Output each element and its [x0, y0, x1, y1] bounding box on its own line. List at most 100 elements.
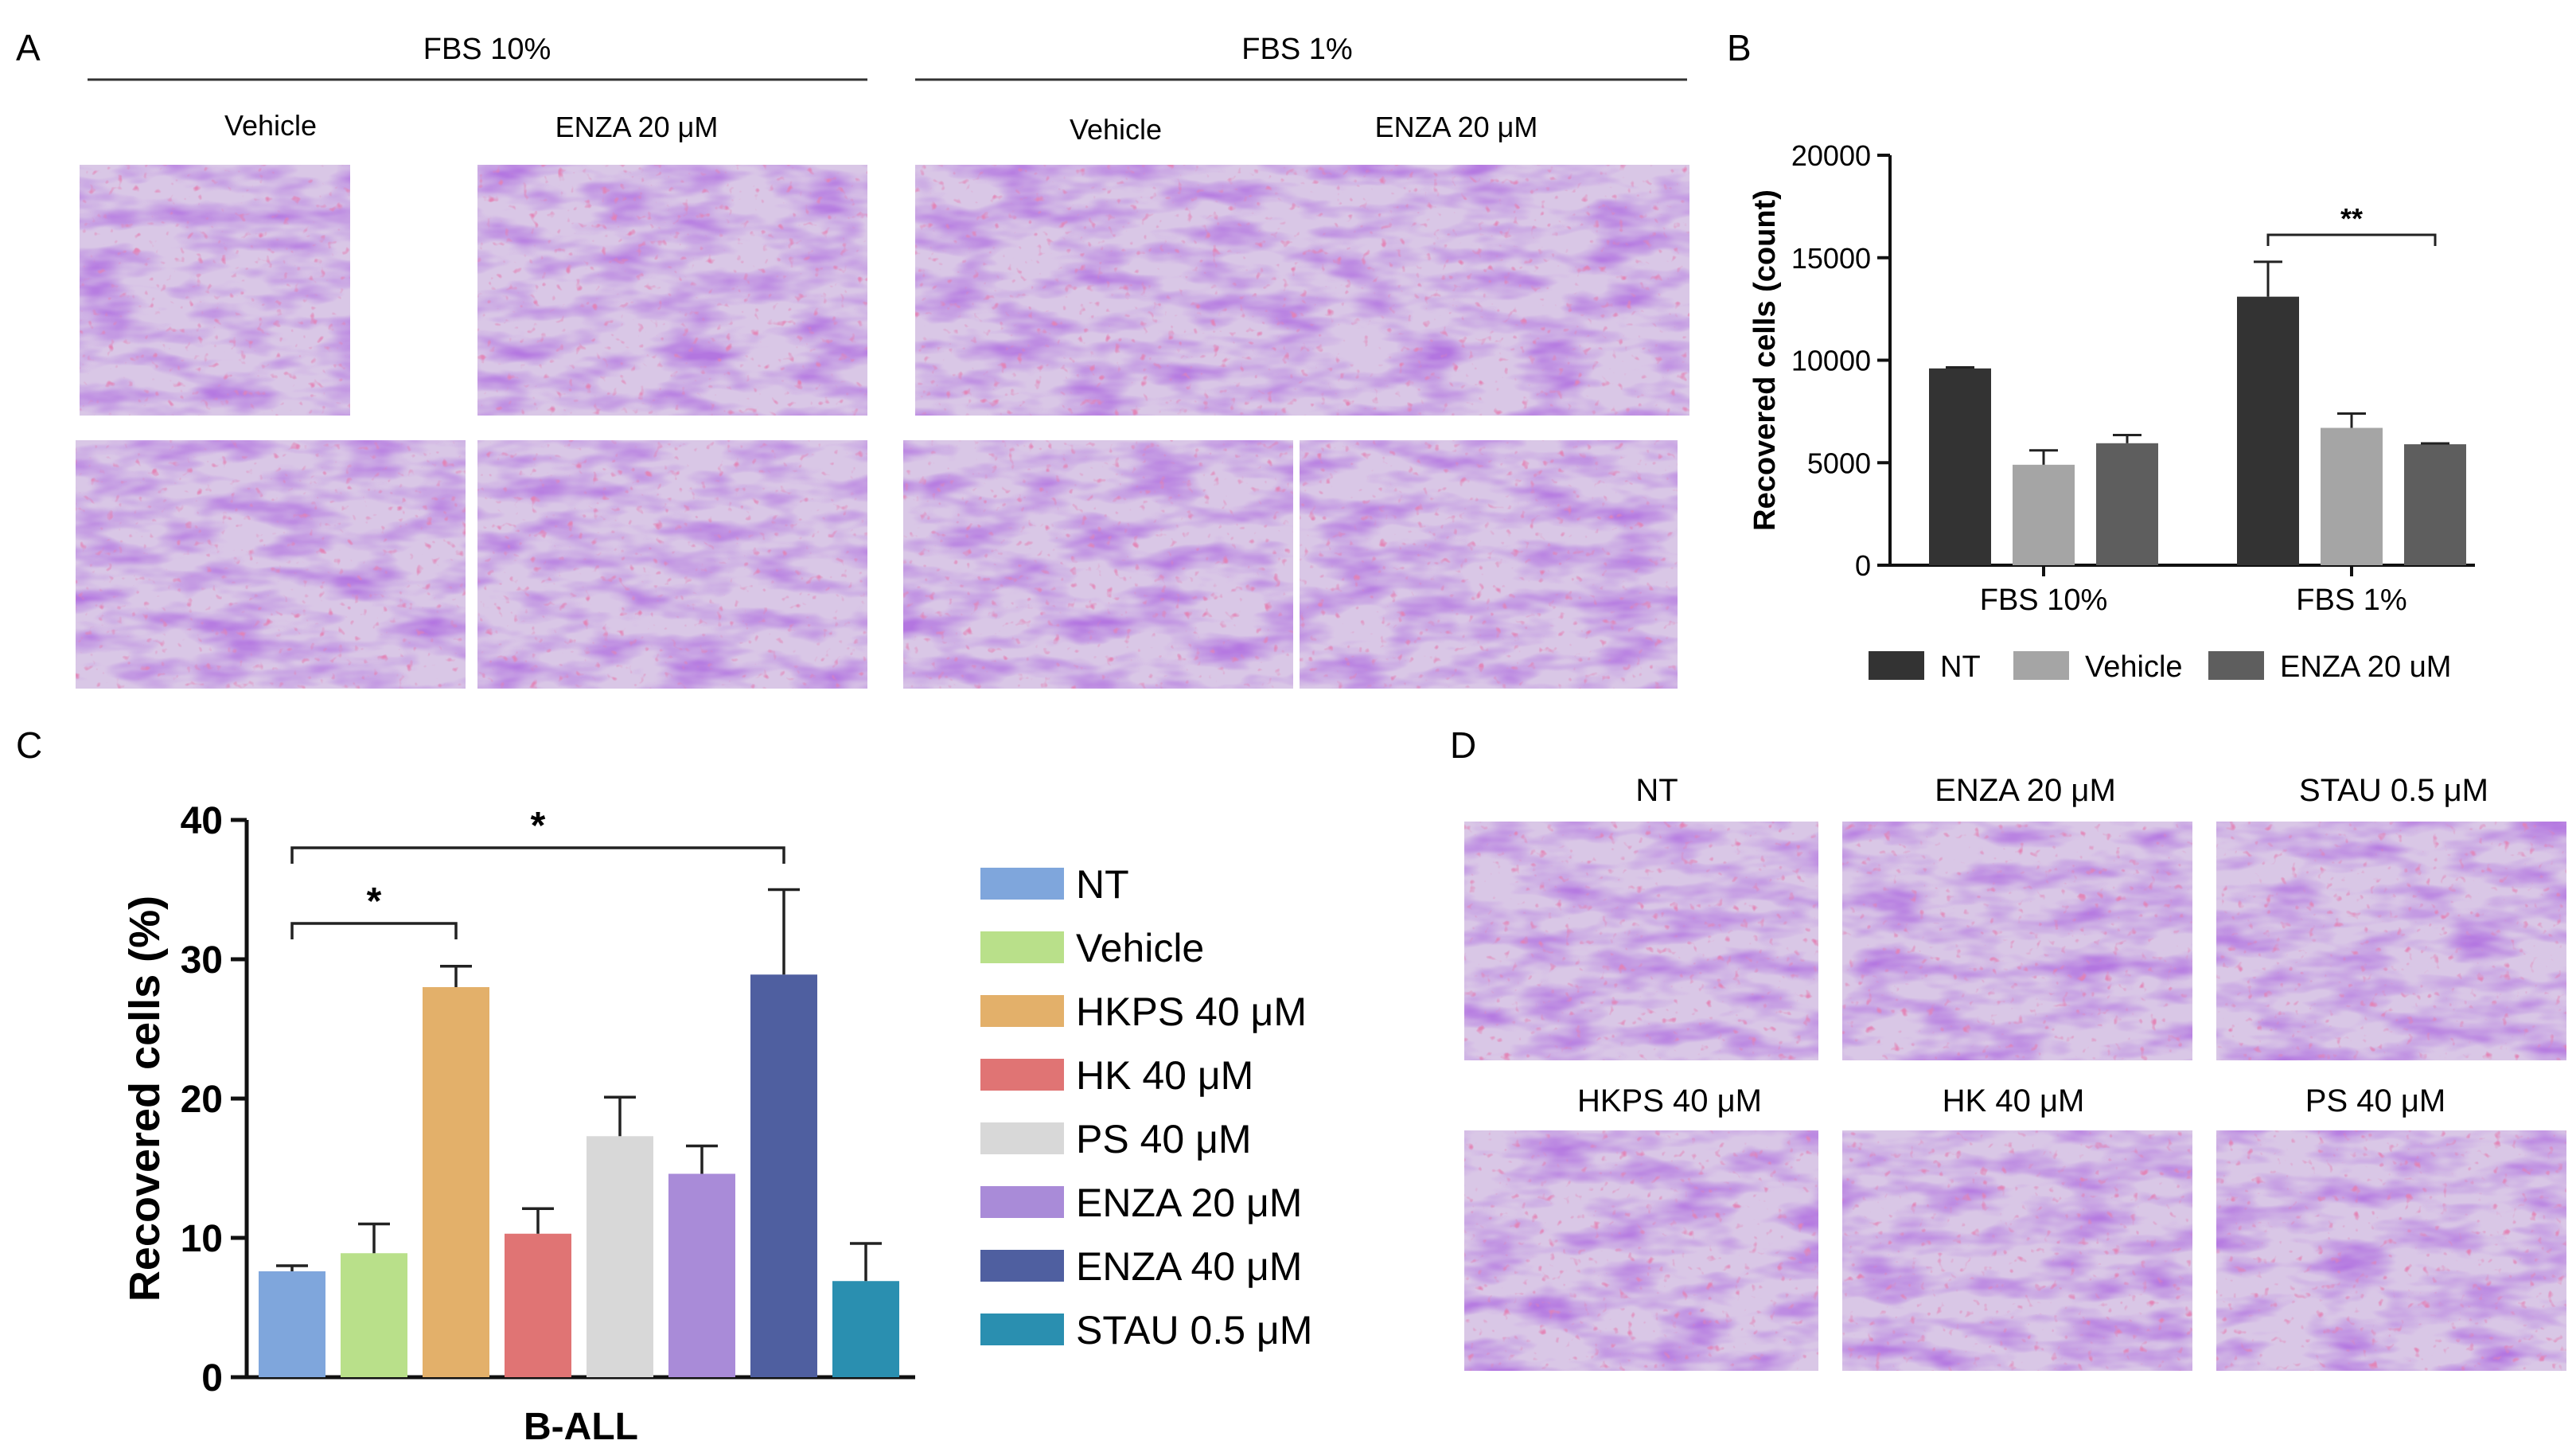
c-legend-swatch	[980, 1314, 1064, 1345]
c-bar	[750, 974, 817, 1377]
b-y-tick-label: 5000	[1807, 447, 1871, 479]
c-x-axis-label: B-ALL	[524, 1406, 638, 1448]
c-legend-label: PS 40 μM	[1076, 1117, 1252, 1161]
micrograph-a-3-nuclei-texture	[915, 165, 1305, 416]
c-bar	[505, 1233, 571, 1377]
c-bar	[668, 1173, 735, 1377]
micrograph-d-5-nuclei-texture	[1842, 1130, 2192, 1371]
b-legend-label: NT	[1940, 650, 1981, 684]
panel-d-label-stau: STAU 0.5 μM	[2299, 773, 2488, 808]
micrograph-a-8	[1300, 440, 1678, 689]
b-significance-bracket	[2266, 233, 2437, 246]
c-legend-label: STAU 0.5 μM	[1076, 1308, 1312, 1353]
panel-a-header-fbs1: FBS 1%	[1241, 33, 1352, 66]
c-legend-swatch	[980, 1122, 1064, 1154]
micrograph-a-3	[915, 165, 1305, 416]
b-bar	[2321, 427, 2383, 565]
c-legend-label: HKPS 40 μM	[1076, 990, 1307, 1034]
c-legend-swatch	[980, 1186, 1064, 1218]
panel-b-letter: B	[1727, 27, 1752, 68]
panel-d: D NT ENZA 20 μM STAU 0.5 μM HKPS 40 μM H…	[1450, 724, 2566, 1371]
panel-a-col-enza-1: ENZA 20 μM	[555, 111, 719, 143]
micrograph-d-3	[2216, 822, 2566, 1060]
c-legend-swatch	[980, 1250, 1064, 1282]
panel-b-chart: 0 5000 10000 15000 20000 Recovered cells (cou…	[1748, 139, 2475, 684]
micrograph-a-1	[80, 165, 350, 416]
b-y-tick-label: 0	[1855, 549, 1871, 582]
c-legend-swatch	[980, 868, 1064, 900]
micrograph-d-1	[1464, 822, 1818, 1060]
c-y-tick-label: 40	[181, 800, 223, 842]
b-legend-label: Vehicle	[2085, 650, 2183, 684]
micrograph-d-4	[1464, 1130, 1818, 1371]
panel-a-letter: A	[16, 27, 41, 68]
b-legend-swatch	[2013, 651, 2069, 680]
panel-a-col-enza-2: ENZA 20 μM	[1375, 111, 1538, 143]
micrograph-a-4	[1300, 165, 1689, 416]
b-legend-label: ENZA 20 uM	[2280, 650, 2451, 684]
micrograph-d-3-nuclei-texture	[2216, 822, 2566, 1060]
panel-d-label-hkps: HKPS 40 μM	[1577, 1083, 1762, 1118]
b-significance-label: **	[2340, 202, 2363, 235]
micrograph-a-2-nuclei-texture	[477, 165, 867, 416]
b-bar	[1929, 368, 1991, 565]
c-y-tick-label: 20	[181, 1079, 223, 1121]
b-legend-swatch	[1869, 651, 1924, 680]
b-y-axis-label: Recovered cells (count)	[1748, 189, 1782, 531]
micrograph-a-1-nuclei-texture	[80, 165, 350, 416]
micrograph-d-6	[2216, 1130, 2566, 1371]
c-significance-label: *	[531, 805, 546, 847]
micrograph-a-4-nuclei-texture	[1300, 165, 1689, 416]
b-bar	[2237, 296, 2299, 565]
panel-c-chart: 0 10 20 30 40 Recovered cells (%) B-ALL * * NT Veh…	[121, 800, 1312, 1448]
c-significance-label: *	[367, 880, 382, 923]
b-x-tick-label: FBS 1%	[2296, 584, 2406, 617]
micrograph-a-6	[477, 440, 867, 689]
panel-d-label-hk: HK 40 μM	[1943, 1083, 2085, 1118]
c-y-tick-label: 10	[181, 1218, 223, 1260]
b-y-tick-label: 10000	[1791, 345, 1871, 377]
c-legend-label: HK 40 μM	[1076, 1053, 1253, 1098]
panel-d-label-nt: NT	[1635, 773, 1678, 808]
micrograph-d-4-nuclei-texture	[1464, 1130, 1818, 1371]
c-legend-label: Vehicle	[1076, 926, 1204, 970]
micrograph-a-2	[477, 165, 867, 416]
panel-c-letter: C	[16, 724, 42, 766]
c-legend-swatch	[980, 995, 1064, 1027]
panel-b: B 0 5000 10000 15000 20000 Recovered cells (c…	[1727, 27, 2475, 684]
c-legend-swatch	[980, 931, 1064, 963]
b-legend-swatch	[2208, 651, 2264, 680]
micrograph-a-5	[76, 440, 466, 689]
c-significance-bracket	[290, 846, 785, 864]
micrograph-a-8-nuclei-texture	[1300, 440, 1678, 689]
micrograph-a-6-nuclei-texture	[477, 440, 867, 689]
c-bar	[832, 1281, 899, 1377]
b-x-tick-label: FBS 10%	[1980, 584, 2108, 617]
micrograph-d-2	[1842, 822, 2192, 1060]
c-legend-label: ENZA 20 μM	[1076, 1181, 1302, 1225]
panel-d-label-enza20: ENZA 20 μM	[1935, 773, 2116, 808]
micrograph-d-1-nuclei-texture	[1464, 822, 1818, 1060]
b-bar	[2013, 464, 2075, 565]
b-y-tick-label: 20000	[1791, 139, 1871, 172]
c-bar	[259, 1271, 325, 1377]
c-legend-label: ENZA 40 μM	[1076, 1244, 1302, 1289]
panel-a-col-vehicle-2: Vehicle	[1070, 113, 1162, 146]
c-y-axis-label: Recovered cells (%)	[121, 896, 169, 1302]
micrograph-a-7	[903, 440, 1293, 689]
micrograph-d-5	[1842, 1130, 2192, 1371]
c-legend-swatch	[980, 1059, 1064, 1091]
micrograph-a-5-nuclei-texture	[76, 440, 466, 689]
c-significance-bracket	[290, 922, 458, 939]
panel-c: C 0 10 20 30 40 Recovered cells (%) B-ALL * * NT V…	[16, 724, 1312, 1448]
c-bar	[587, 1136, 653, 1377]
c-legend-label: NT	[1076, 862, 1129, 907]
panel-d-label-ps: PS 40 μM	[2305, 1083, 2445, 1118]
panel-d-micrographs	[1464, 822, 2566, 1371]
panel-a-micrographs	[76, 165, 1689, 689]
panel-d-letter: D	[1450, 724, 1476, 766]
panel-a-header-fbs10: FBS 10%	[423, 33, 551, 66]
b-bar	[2404, 444, 2466, 565]
b-y-tick-label: 15000	[1791, 242, 1871, 275]
